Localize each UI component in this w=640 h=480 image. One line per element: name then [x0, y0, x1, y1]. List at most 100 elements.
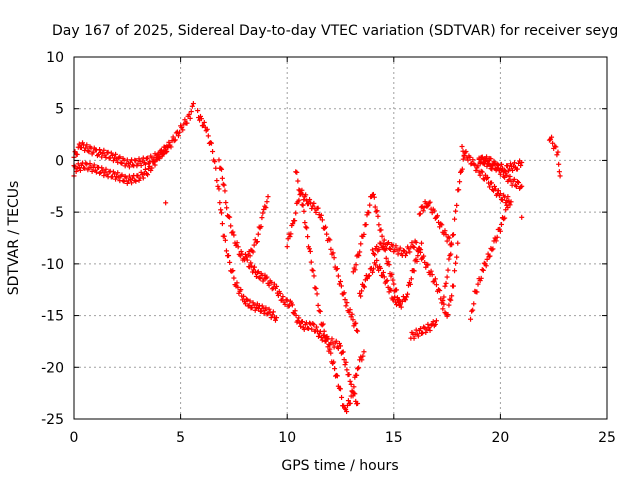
data-point: [389, 271, 395, 277]
data-point: [450, 232, 456, 238]
data-point: [349, 388, 355, 394]
data-point: [347, 378, 353, 384]
data-point: [355, 400, 361, 406]
data-point: [376, 222, 382, 228]
data-point: [407, 249, 413, 255]
data-point: [253, 273, 259, 279]
data-point: [127, 159, 133, 165]
data-point: [371, 266, 377, 272]
y-tick-label: -5: [50, 205, 64, 221]
data-point: [495, 162, 501, 168]
series-late-arc-a: [468, 199, 512, 322]
data-point: [433, 282, 439, 288]
data-point: [97, 147, 103, 153]
data-point: [264, 199, 270, 205]
data-point: [123, 175, 129, 181]
data-point: [445, 312, 451, 318]
data-point: [390, 277, 396, 283]
data-point: [332, 366, 338, 372]
data-point: [413, 240, 419, 246]
data-point: [446, 302, 452, 308]
data-point: [298, 190, 304, 196]
data-point: [316, 308, 322, 314]
series-late-arc-d: [476, 154, 525, 175]
data-point: [251, 242, 257, 248]
data-point: [301, 326, 307, 332]
data-point: [391, 281, 397, 287]
data-point: [223, 200, 229, 206]
data-point: [484, 256, 490, 262]
data-point: [263, 205, 269, 211]
x-tick-label: 10: [278, 430, 296, 446]
data-point: [444, 238, 450, 244]
data-point: [327, 346, 333, 352]
data-point: [457, 179, 463, 185]
y-tick-label: -20: [41, 360, 64, 376]
data-point: [554, 152, 560, 158]
data-point: [259, 303, 265, 309]
data-point: [385, 240, 391, 246]
data-point: [512, 160, 518, 166]
data-point: [301, 208, 307, 214]
data-point: [432, 321, 438, 327]
data-point: [344, 367, 350, 373]
data-point: [148, 167, 154, 173]
data-point: [292, 308, 298, 314]
marks: [71, 101, 563, 415]
data-point: [313, 286, 319, 292]
data-point: [550, 140, 556, 146]
data-point: [454, 202, 460, 208]
data-point: [175, 133, 181, 139]
data-point: [152, 162, 158, 168]
data-point: [374, 244, 380, 250]
data-point: [447, 296, 453, 302]
data-point: [290, 221, 296, 227]
data-point: [483, 158, 489, 164]
data-point: [166, 139, 172, 145]
data-point: [397, 245, 403, 251]
data-point: [438, 221, 444, 227]
data-point: [254, 239, 260, 245]
data-point: [101, 147, 107, 153]
data-point: [381, 237, 387, 243]
data-point: [103, 166, 109, 172]
data-point: [97, 170, 103, 176]
series-valley-b: [284, 187, 361, 334]
y-tick-label: -25: [41, 412, 64, 428]
data-point: [319, 217, 325, 223]
data-point: [251, 267, 257, 273]
data-point: [306, 246, 312, 252]
data-point: [446, 256, 452, 262]
data-point: [504, 172, 510, 178]
data-point: [467, 154, 473, 160]
data-point: [227, 214, 233, 220]
data-point: [338, 386, 343, 392]
data-point: [220, 181, 226, 187]
x-tick-label: 25: [598, 430, 616, 446]
data-point: [83, 160, 89, 166]
data-point: [459, 166, 465, 172]
data-point: [292, 218, 298, 224]
data-point: [302, 220, 308, 226]
data-point: [228, 223, 234, 229]
data-point: [327, 237, 333, 243]
data-point: [231, 232, 237, 238]
data-point: [263, 305, 269, 311]
data-point: [417, 249, 423, 255]
data-point: [474, 289, 480, 295]
data-point: [72, 149, 78, 155]
data-point: [411, 244, 417, 250]
data-point: [179, 125, 185, 131]
series-late-rise-a: [416, 199, 454, 248]
series-valley-a: [246, 260, 361, 407]
data-point: [315, 333, 321, 339]
data-point: [145, 155, 151, 161]
data-point: [255, 306, 261, 312]
data-point: [243, 296, 249, 302]
data-point: [453, 208, 459, 214]
data-point: [546, 137, 552, 143]
data-point: [472, 162, 478, 168]
data-point: [249, 263, 255, 269]
data-point: [404, 294, 410, 300]
data-point: [113, 176, 119, 182]
